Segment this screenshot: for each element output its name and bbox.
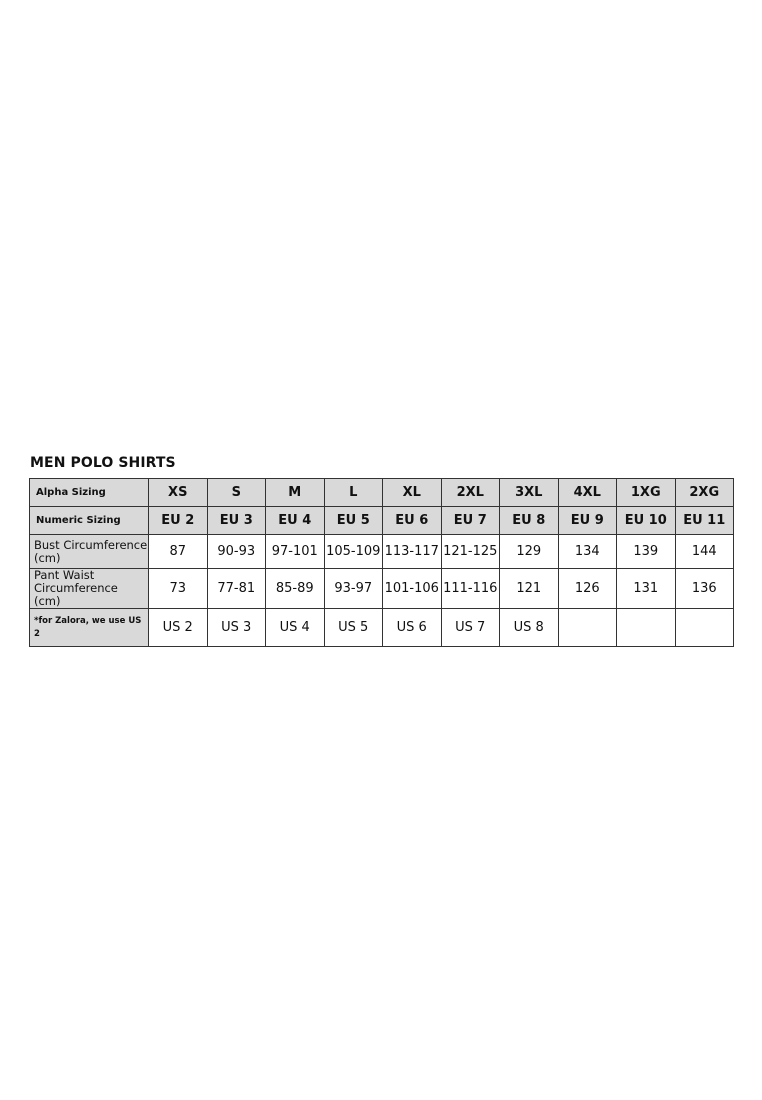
table-row: *for Zalora, we use US 2 US 2 US 3 US 4 US 5… (29, 608, 734, 647)
table-row: Numeric Sizing EU 2 EU 3 EU 4 EU 5 EU 6 EU 7 EU… (29, 506, 734, 535)
table-cell: US 2 (148, 608, 208, 647)
table-cell: 126 (557, 568, 617, 609)
table-cell: 2XG (674, 478, 734, 507)
table-cell: XL (382, 478, 442, 507)
table-cell: EU 9 (557, 506, 617, 535)
table-cell: 113-117 (382, 534, 442, 569)
table-cell (674, 608, 734, 647)
table-cell: EU 3 (206, 506, 266, 535)
table-cell: 85-89 (265, 568, 325, 609)
table-cell: EU 7 (440, 506, 500, 535)
table-cell (557, 608, 617, 647)
table-cell: 136 (674, 568, 734, 609)
table-cell: 77-81 (206, 568, 266, 609)
table-cell: 105-109 (323, 534, 383, 569)
table-cell: 131 (616, 568, 676, 609)
table-row: Pant Waist Circumference (cm) 73 77-81 85-8… (29, 568, 734, 609)
table-cell: 2XL (440, 478, 500, 507)
table-cell: US 8 (499, 608, 559, 647)
row-label: *for Zalora, we use US 2 (29, 608, 149, 647)
table-cell: 4XL (557, 478, 617, 507)
row-label: Bust Circumference (cm) (29, 534, 149, 569)
size-chart-table: Alpha Sizing XS S M L XL 2XL 3XL 4XL 1XG 2XG Numeri… (29, 478, 734, 647)
chart-title: MEN POLO SHIRTS (30, 455, 176, 471)
table-cell: L (323, 478, 383, 507)
table-cell: 3XL (499, 478, 559, 507)
table-cell: US 5 (323, 608, 383, 647)
table-cell: XS (148, 478, 208, 507)
table-cell: 134 (557, 534, 617, 569)
table-row: Bust Circumference (cm) 87 90-93 97-101 105-… (29, 534, 734, 569)
table-cell (616, 608, 676, 647)
table-cell: 144 (674, 534, 734, 569)
table-cell: EU 6 (382, 506, 442, 535)
table-cell: 73 (148, 568, 208, 609)
row-label: Pant Waist Circumference (cm) (29, 568, 149, 609)
table-cell: EU 5 (323, 506, 383, 535)
table-cell: EU 11 (674, 506, 734, 535)
table-cell: 93-97 (323, 568, 383, 609)
table-cell: EU 4 (265, 506, 325, 535)
table-cell: 1XG (616, 478, 676, 507)
table-cell: US 4 (265, 608, 325, 647)
table-cell: S (206, 478, 266, 507)
table-cell: 87 (148, 534, 208, 569)
table-cell: M (265, 478, 325, 507)
table-cell: US 3 (206, 608, 266, 647)
table-cell: EU 8 (499, 506, 559, 535)
table-cell: 121-125 (440, 534, 500, 569)
table-row: Alpha Sizing XS S M L XL 2XL 3XL 4XL 1XG 2XG (29, 478, 734, 507)
table-cell: 90-93 (206, 534, 266, 569)
table-cell: 111-116 (440, 568, 500, 609)
row-label: Alpha Sizing (29, 478, 149, 507)
table-cell: 97-101 (265, 534, 325, 569)
table-cell: EU 10 (616, 506, 676, 535)
table-cell: US 6 (382, 608, 442, 647)
table-cell: 121 (499, 568, 559, 609)
table-cell: 101-106 (382, 568, 442, 609)
table-cell: 129 (499, 534, 559, 569)
table-cell: EU 2 (148, 506, 208, 535)
table-cell: 139 (616, 534, 676, 569)
table-cell: US 7 (440, 608, 500, 647)
row-label: Numeric Sizing (29, 506, 149, 535)
